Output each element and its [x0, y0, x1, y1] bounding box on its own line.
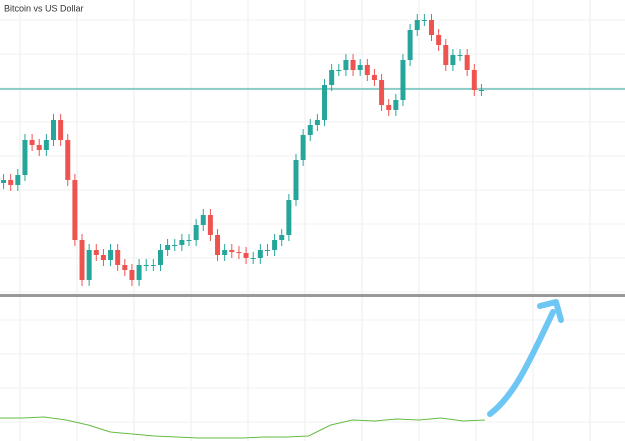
candle-body	[122, 265, 128, 270]
annotation-arrow	[487, 299, 564, 417]
candle-body	[471, 70, 477, 90]
candle-body	[364, 65, 370, 75]
candle-body	[200, 215, 206, 225]
candle-body	[72, 180, 78, 240]
candle-body	[272, 240, 278, 250]
candle-body	[407, 30, 413, 60]
candle-body	[371, 75, 377, 80]
candle-body	[264, 250, 270, 251]
candle-body	[350, 60, 356, 70]
candle-body	[115, 250, 121, 265]
candle-body	[279, 235, 285, 240]
candle-body	[307, 125, 313, 135]
candle-body	[314, 120, 320, 125]
candle-body	[179, 240, 185, 245]
candle-body	[93, 250, 99, 255]
candle-body	[322, 85, 328, 120]
candle-body	[186, 240, 192, 241]
candle-body	[36, 145, 42, 150]
arrow-head	[537, 299, 564, 323]
candle-body	[129, 270, 135, 280]
candle-body	[79, 240, 85, 280]
candle-body	[457, 55, 463, 56]
candle-body	[1, 180, 7, 183]
candle-body	[50, 120, 56, 140]
candle-body	[250, 258, 256, 259]
candle-body	[29, 140, 35, 145]
candle-body	[136, 265, 142, 280]
candle-body	[207, 215, 213, 235]
candle-body	[300, 135, 306, 160]
candle-body	[450, 55, 456, 65]
candle-body	[222, 250, 228, 255]
candle-body	[329, 70, 335, 85]
candle-body	[478, 90, 484, 91]
candle-body	[443, 45, 449, 65]
candle-body	[22, 140, 28, 175]
indicator-line	[0, 416, 486, 439]
candle-body	[393, 100, 399, 110]
candle-body	[150, 265, 156, 266]
arrow-shaft	[487, 309, 556, 417]
candle-body	[257, 250, 263, 258]
candle-body	[293, 160, 299, 200]
candle-body	[58, 120, 64, 140]
candle-body	[215, 235, 221, 255]
candle-body	[336, 70, 342, 71]
candle-body	[343, 60, 349, 70]
candle-body	[286, 200, 292, 235]
chart-title: Bitcoin vs US Dollar	[4, 3, 84, 13]
candle-body	[193, 225, 199, 240]
candle-body	[357, 65, 363, 70]
candle-body	[414, 20, 420, 30]
candle-body	[172, 245, 178, 246]
candle-body	[421, 20, 427, 21]
candle-body	[65, 140, 71, 180]
candle-body	[386, 105, 392, 110]
candle-body	[400, 60, 406, 100]
candle-body	[229, 250, 235, 252]
candle-body	[464, 55, 470, 70]
candle-body	[157, 250, 163, 265]
candle-body	[165, 245, 171, 250]
candle-body	[100, 255, 106, 260]
candle-body	[43, 140, 49, 150]
candle-body	[429, 20, 435, 35]
candle-body	[108, 250, 114, 260]
candle-body	[379, 80, 385, 105]
candle-body	[243, 253, 249, 258]
candle-body	[15, 175, 21, 185]
candle-body	[86, 250, 92, 280]
candle-body	[8, 180, 14, 185]
candle-body	[143, 265, 149, 266]
candle-body	[236, 252, 242, 253]
candle-body	[436, 35, 442, 45]
